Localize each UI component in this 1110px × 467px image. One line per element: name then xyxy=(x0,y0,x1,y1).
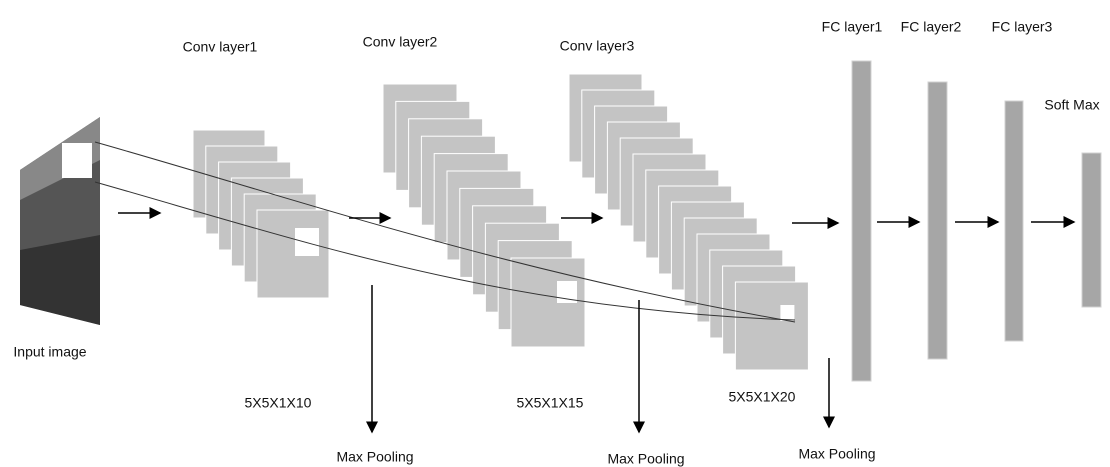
kernel-label: 5X5X1X20 xyxy=(729,389,796,405)
kernel-label: 5X5X1X15 xyxy=(517,395,584,411)
layer-title: FC layer2 xyxy=(901,19,962,35)
fc-bar xyxy=(852,61,871,381)
receptive-field xyxy=(780,305,794,321)
pooling-label: Max Pooling xyxy=(336,449,413,465)
layer-title: FC layer1 xyxy=(822,19,883,35)
conv-stacks xyxy=(193,74,808,370)
cnn-diagram: Input image Conv layer1 Conv layer2 Conv… xyxy=(0,0,1110,467)
input-image xyxy=(20,117,100,325)
layer-title: Conv layer2 xyxy=(363,34,438,50)
page: {"input": {"label": "Input image"}, "con… xyxy=(0,0,1110,467)
kernel-label: 5X5X1X10 xyxy=(245,395,312,411)
layer-title: Conv layer1 xyxy=(183,39,258,55)
pooling-label: Max Pooling xyxy=(798,446,875,462)
receptive-field xyxy=(295,228,319,256)
softmax-bar xyxy=(1082,153,1101,307)
layer-title: FC layer3 xyxy=(992,19,1053,35)
input-label: Input image xyxy=(13,344,86,360)
layer-title: Conv layer3 xyxy=(560,38,635,54)
fc-bar xyxy=(928,82,947,359)
output-label: Soft Max xyxy=(1044,97,1099,113)
fc-bar xyxy=(1005,101,1023,341)
pooling-label: Max Pooling xyxy=(607,451,684,467)
feature-map xyxy=(735,282,808,370)
